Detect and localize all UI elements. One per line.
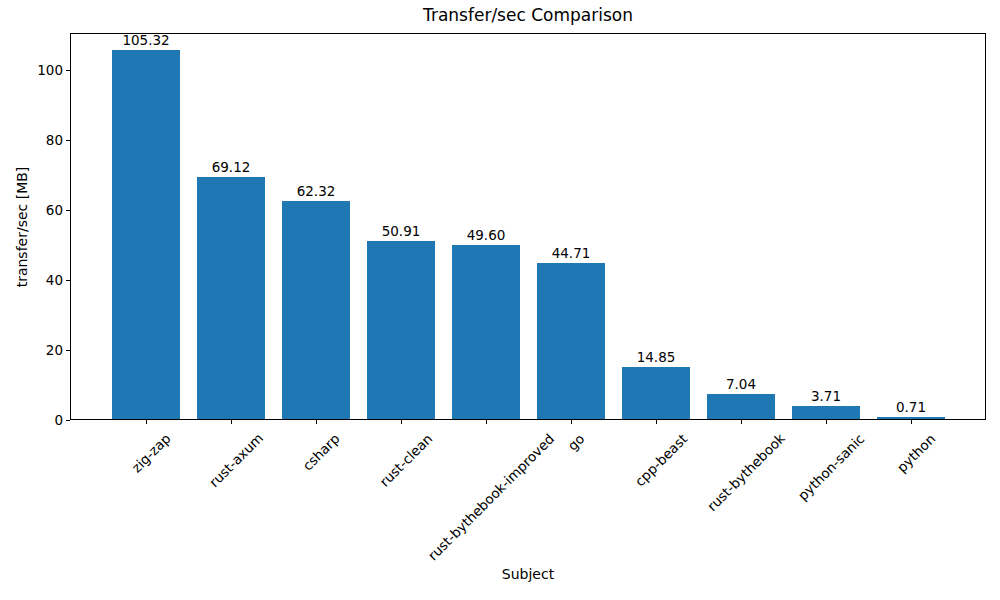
x-tick-label: zig-zap [129,431,173,475]
bar-value-label: 14.85 [637,351,676,365]
y-tick-label: 80 [46,133,63,147]
x-tick-label: rust-bythebook [705,431,788,514]
y-tick-label: 20 [46,343,63,357]
x-tick-label: csharp [300,431,342,473]
bar [707,394,775,419]
bar-value-label: 7.04 [726,378,756,392]
y-tick-mark [66,140,70,141]
x-tick-label: go [565,431,587,453]
bar-value-label: 69.12 [212,161,251,175]
y-tick-mark [66,420,70,421]
x-tick-label: cpp-beast [632,431,689,488]
x-tick-mark [571,420,572,424]
plot-area [70,33,986,420]
y-tick-mark [66,350,70,351]
bar [282,201,350,419]
bar [367,241,435,419]
x-tick-mark [316,420,317,424]
y-tick-label: 0 [54,413,63,427]
y-tick-label: 60 [46,203,63,217]
y-tick-label: 100 [37,63,63,77]
x-tick-label: python [894,431,937,474]
bar-value-label: 3.71 [811,390,841,404]
x-tick-mark [911,420,912,424]
x-tick-mark [486,420,487,424]
bar-chart-figure: Transfer/sec Comparison transfer/sec [MB… [0,0,1000,600]
y-tick-mark [66,280,70,281]
bar [877,417,945,419]
x-tick-mark [231,420,232,424]
bar [197,177,265,419]
x-tick-mark [656,420,657,424]
y-axis-label: transfer/sec [MB] [14,167,30,288]
x-tick-mark [401,420,402,424]
bar-value-label: 50.91 [382,225,421,239]
bar [112,50,180,419]
x-tick-mark [146,420,147,424]
x-tick-mark [826,420,827,424]
bar-value-label: 49.60 [467,229,506,243]
y-tick-label: 40 [46,273,63,287]
x-tick-label: rust-clean [377,431,435,489]
bar-value-label: 0.71 [896,401,926,415]
x-axis-label: Subject [70,566,986,582]
x-tick-label: python-sanic [795,431,867,503]
y-tick-mark [66,70,70,71]
bar-value-label: 105.32 [122,34,169,48]
x-tick-label: rust-bythebook-improved [425,431,556,562]
bar [452,245,520,419]
bar [792,406,860,419]
chart-title: Transfer/sec Comparison [70,5,986,25]
bar-value-label: 62.32 [297,185,336,199]
bar [622,367,690,419]
bar [537,263,605,419]
bar-value-label: 44.71 [552,247,591,261]
y-tick-mark [66,210,70,211]
x-tick-label: rust-axum [207,431,266,490]
x-tick-mark [741,420,742,424]
